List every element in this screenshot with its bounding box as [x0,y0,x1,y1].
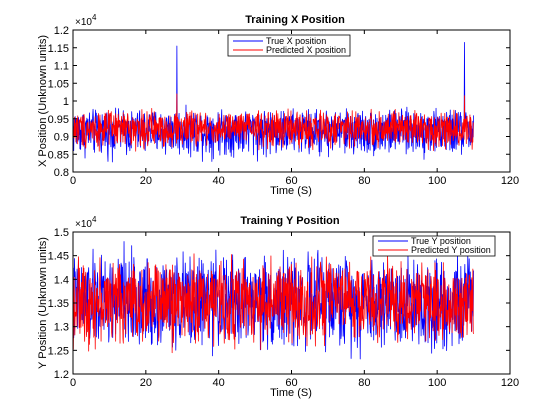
y-tick-label: 1.15 [48,43,69,55]
x-tick-label: 100 [428,175,446,187]
y-tick-label: 1.05 [48,78,69,90]
y-tick-label: 1.5 [54,227,69,239]
subplot-x-position: Training X Position 0 20 40 60 80 100 120 0.8 0.… [37,13,519,197]
plot-area [72,42,474,163]
y-tick-label: 1.3 [54,322,69,334]
x-tick-label: 60 [285,377,297,389]
legend: True Y position Predicted Y position [372,235,496,257]
y-exponent-multiplier: ×104 [75,215,97,230]
y-tick-label: 0.9 [54,132,69,144]
x-tick-label: 0 [70,175,76,187]
y-tick-label: 1.1 [54,61,69,73]
x-tick-label: 20 [140,377,152,389]
y-tick-label: 1.35 [48,298,69,310]
y-tick-label: 0.8 [54,167,69,179]
y-tick-label: 1.2 [54,369,69,381]
series-line-predicted [72,93,474,152]
plot-area [72,241,474,360]
y-axis-label: X Position (Unknown units) [37,35,49,167]
y-tick-label: 1.25 [48,345,69,357]
y-tick-label: 1.2 [54,25,69,37]
y-exponent-multiplier: ×104 [75,13,97,28]
y-tick-label: 0.85 [48,149,69,161]
subplot-y-position: Training Y Position 0 20 40 60 80 100 120 1.2 1.… [37,215,519,399]
y-axis-label: Y Position (Unknown units) [37,237,49,369]
x-axis-label: Time (S) [270,387,312,399]
x-axis-label: Time (S) [270,185,312,197]
series-line-true [72,42,474,163]
legend-label-predicted: Predicted Y position [411,245,491,255]
legend-box [227,34,351,57]
y-tick-label: 1.45 [48,251,69,263]
y-tick-label: 0.95 [48,114,69,126]
x-tick-label: 20 [140,175,152,187]
legend-label-true: True X position [266,36,326,46]
chart-title: Training Y Position [240,215,340,227]
axis-ticks: 0 20 40 60 80 100 120 1.2 1.25 1.3 1.35 1.4 1.45 1.5 [48,227,520,389]
x-tick-label: 0 [70,377,76,389]
x-tick-label: 80 [358,377,370,389]
x-tick-label: 120 [501,377,519,389]
axis-ticks: 0 20 40 60 80 100 120 0.8 0.85 0.9 0.95 1 1.05 1.1 1.1… [48,25,520,187]
legend-label-predicted: Predicted X position [266,45,346,55]
legend-label-true: True Y position [411,236,471,246]
x-tick-label: 80 [358,175,370,187]
legend: True X position Predicted X position [227,34,351,57]
x-tick-label: 100 [428,377,446,389]
x-tick-label: 120 [501,175,519,187]
x-tick-label: 40 [213,377,225,389]
y-tick-label: 1.4 [54,274,69,286]
series-line-predicted [72,253,474,354]
x-tick-label: 60 [285,175,297,187]
chart-title: Training X Position [245,14,345,26]
x-tick-label: 40 [213,175,225,187]
y-tick-label: 1 [63,96,69,108]
